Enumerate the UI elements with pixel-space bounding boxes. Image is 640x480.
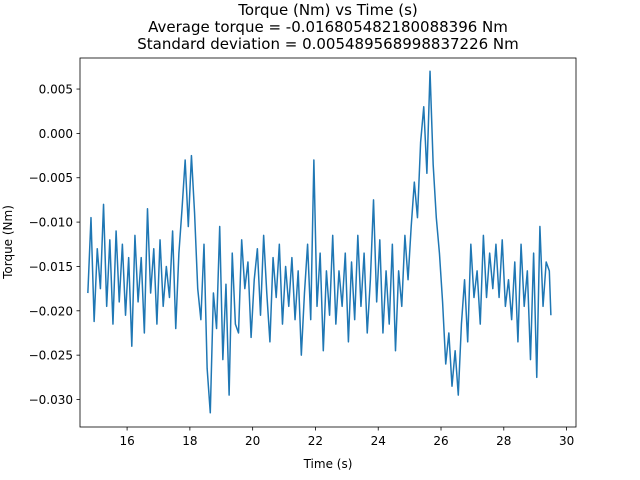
chart-title-line-1: Torque (Nm) vs Time (s) [237,1,417,19]
y-tick-label: −0.005 [29,171,73,185]
x-tick-label: 28 [496,434,511,448]
x-axis-ticks: 16 18 20 22 24 26 28 30 [119,427,574,448]
x-tick-label: 30 [559,434,574,448]
y-tick-label: 0.000 [39,127,73,141]
torque-series-line [87,70,552,414]
chart-title-line-3: Standard deviation = 0.00548956899883722… [137,35,519,53]
x-tick-label: 18 [182,434,197,448]
x-axis-label: Time (s) [303,457,353,471]
y-axis-ticks: 0.005 0.000 −0.005 −0.010 −0.015 −0.020 −0.025… [29,83,80,407]
x-tick-label: 24 [371,434,386,448]
x-tick-label: 26 [433,434,448,448]
y-tick-label: −0.020 [29,304,73,318]
y-tick-label: −0.015 [29,260,73,274]
y-tick-label: −0.010 [29,216,73,230]
y-tick-label: −0.030 [29,393,73,407]
chart-title-line-2: Average torque = -0.016805482180088396 N… [148,18,508,36]
x-tick-label: 16 [119,434,134,448]
axes-frame [79,57,577,428]
y-tick-label: −0.025 [29,349,73,363]
y-axis-label: Torque (Nm) [1,205,15,280]
x-tick-label: 20 [245,434,260,448]
y-tick-label: 0.005 [39,83,73,97]
plot-area [87,70,552,414]
x-tick-label: 22 [308,434,323,448]
